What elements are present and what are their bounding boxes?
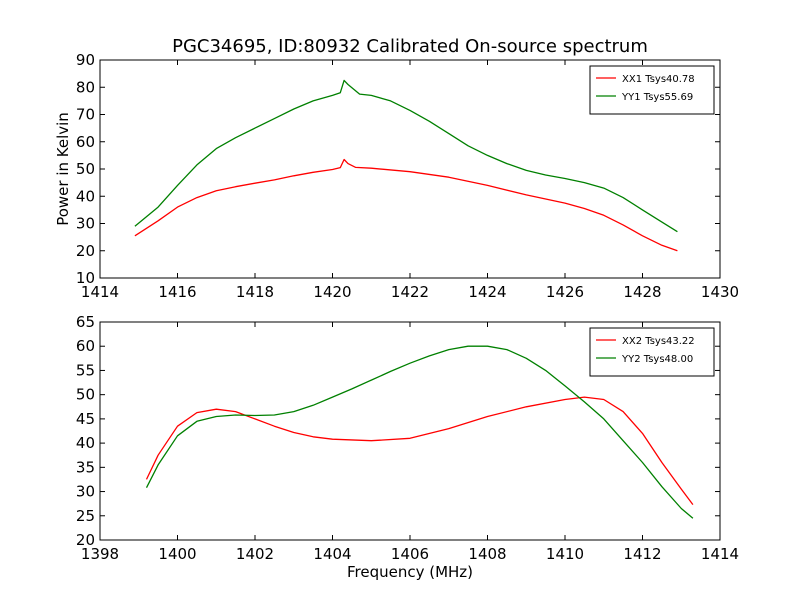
legend-entry: XX1 Tsys40.78	[622, 74, 695, 85]
legend-entry: XX2 Tsys43.22	[622, 336, 695, 347]
series-line-2	[134, 79, 678, 233]
y-tick-label: 50	[76, 386, 95, 404]
y-tick-label: 30	[76, 483, 95, 501]
x-tick-label: 1414	[81, 283, 119, 301]
y-tick-label: 70	[76, 106, 95, 124]
series-line-2	[145, 345, 694, 519]
y-tick-label: 25	[76, 507, 95, 525]
y-tick-label: 60	[76, 133, 95, 151]
x-tick-label: 1418	[236, 283, 274, 301]
y-tick-label: 30	[76, 215, 95, 233]
legend-box	[589, 65, 715, 115]
y-tick-label: 65	[76, 313, 95, 331]
y-tick-label: 35	[76, 458, 95, 476]
y-tick-label: 45	[76, 410, 95, 428]
x-axis-label: Frequency (MHz)	[347, 563, 473, 581]
y-axis-label: Power in Kelvin	[54, 112, 72, 226]
x-tick-label: 1420	[313, 283, 351, 301]
x-tick-label: 1398	[81, 545, 119, 563]
x-tick-label: 1406	[391, 545, 429, 563]
chart-title: PGC34695, ID:80932 Calibrated On-source …	[172, 36, 648, 57]
x-tick-label: 1404	[313, 545, 351, 563]
legend-box	[589, 327, 715, 377]
y-tick-label: 20	[76, 242, 95, 260]
x-tick-label: 1428	[623, 283, 661, 301]
y-tick-label: 80	[76, 78, 95, 96]
bottom-panel: 1398 1400 1402 1404 1406 1408 1410 1412 1414 20 25…	[76, 313, 739, 563]
y-tick-label: 40	[76, 434, 95, 452]
y-tick-label: 40	[76, 187, 95, 205]
y-tick-label: 50	[76, 160, 95, 178]
top-panel: 1414 1416 1418 1420 1422 1424 1426 1428 1430 10 20…	[76, 51, 739, 301]
x-tick-label: 1410	[546, 545, 584, 563]
series-line-1	[134, 158, 678, 252]
legend-entry: YY1 Tsys55.69	[621, 92, 693, 103]
y-tick-label: 10	[76, 269, 95, 287]
y-tick-label: 60	[76, 337, 95, 355]
series-line-1	[145, 396, 694, 505]
x-tick-label: 1416	[158, 283, 196, 301]
x-tick-label: 1426	[546, 283, 584, 301]
y-tick-label: 55	[76, 361, 95, 379]
y-tick-label: 20	[76, 531, 95, 549]
x-tick-label: 1414	[701, 545, 739, 563]
x-tick-label: 1422	[391, 283, 429, 301]
x-tick-label: 1402	[236, 545, 274, 563]
y-tick-label: 90	[76, 51, 95, 69]
legend-entry: YY2 Tsys48.00	[621, 354, 693, 365]
x-tick-label: 1400	[158, 545, 196, 563]
x-tick-label: 1424	[468, 283, 506, 301]
x-tick-label: 1430	[701, 283, 739, 301]
x-tick-label: 1408	[468, 545, 506, 563]
x-tick-label: 1412	[623, 545, 661, 563]
